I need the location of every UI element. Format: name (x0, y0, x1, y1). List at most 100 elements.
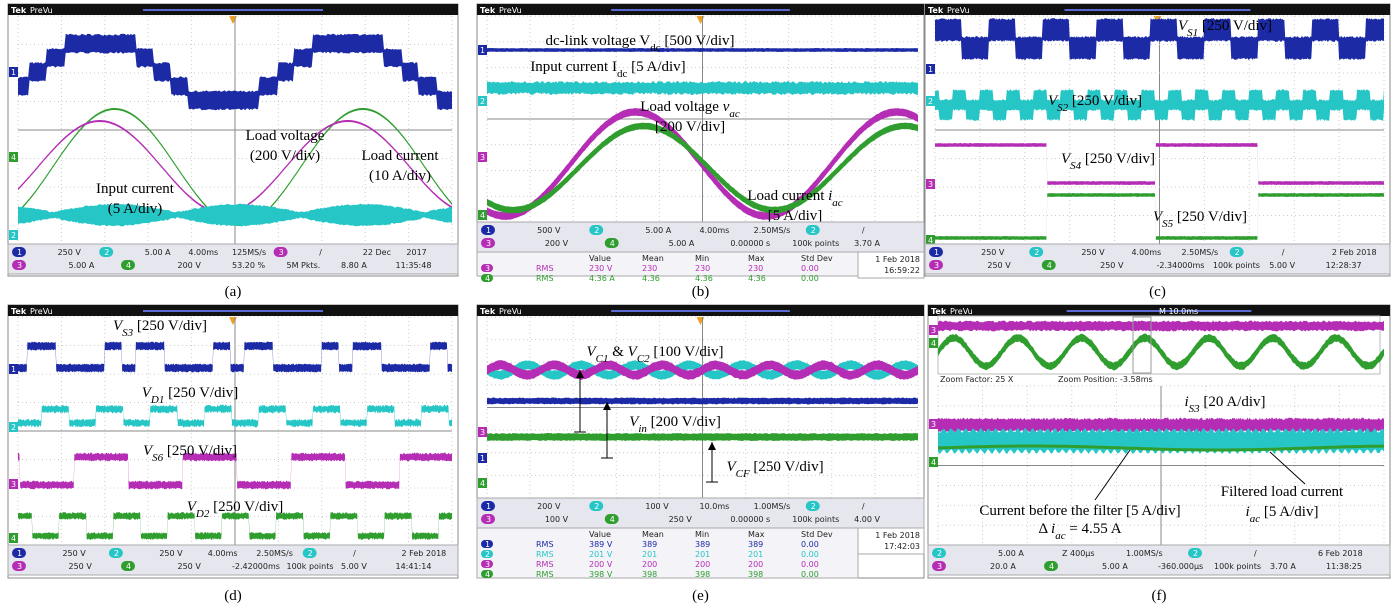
table-header: Value (589, 254, 611, 263)
channel-chip-label: 4 (126, 562, 131, 571)
channel-chip-label: 3 (486, 239, 491, 248)
channel-chip-label: 2 (811, 226, 816, 235)
caption: (b) (692, 284, 710, 300)
channel-marker-label: 3 (928, 180, 933, 189)
mode: PreVu (30, 307, 53, 316)
brand: Tek (480, 6, 496, 15)
annotation: Filtered load current (1221, 484, 1344, 500)
status-item: 100 V (545, 515, 569, 524)
table-cell: 201 (642, 550, 657, 559)
annotation: Load voltage (246, 128, 325, 144)
annotation-part: D1 (150, 394, 164, 406)
channel-marker-label: 2 (928, 97, 933, 106)
brand: Tek (928, 6, 944, 15)
table-cell: 230 (642, 264, 657, 273)
status-item: 250 V (69, 562, 93, 571)
status-item: 250 V (178, 562, 202, 571)
annotation-part: C2 (637, 353, 650, 365)
channel-chip-label: 3 (485, 560, 490, 569)
brand: Tek (11, 307, 27, 316)
channel-chip-label: 4 (485, 274, 490, 283)
channel-chip-label: 2 (811, 502, 816, 511)
annotation-part: dc (650, 42, 661, 54)
date-text: 1 Feb 2018 (875, 531, 920, 540)
zoom-position: Zoom Position: -3.58ms (1058, 375, 1153, 384)
table-cell: RMS (536, 264, 554, 273)
channel-chip-label: 4 (126, 261, 131, 270)
table-cell: 0.00 (801, 540, 819, 549)
channel-chip-label: 2 (594, 502, 599, 511)
annotation-part: [5 A/div] (1260, 504, 1318, 520)
status-item: 53.20 % (232, 261, 265, 270)
channel-chip-label: 1 (17, 549, 22, 558)
annotation-part: Input current I (530, 59, 617, 75)
table-cell: 4.36 A (589, 274, 615, 283)
annotation-part: (5 A/div) (108, 201, 163, 217)
table-header: Max (748, 530, 765, 539)
annotation-part: D2 (195, 508, 210, 520)
table-header: Min (695, 254, 709, 263)
status-item: -2.34000ms (1157, 261, 1205, 270)
status-item: 5M Pkts. (287, 261, 321, 270)
date-text: 1 Feb 2018 (875, 255, 920, 264)
table-cell: RMS (536, 550, 554, 559)
annotation-part: [250 V/div] (1068, 93, 1142, 109)
date-text: 16:59:22 (884, 266, 920, 275)
annotation-part: Load voltage (640, 99, 722, 115)
table-cell: RMS (536, 570, 554, 579)
annotation-part: (10 A/div) (369, 168, 431, 184)
annotation: Input current (96, 181, 175, 197)
brand: Tek (11, 6, 27, 15)
table-cell: 0.00 (801, 264, 819, 273)
table-cell: 4.36 (748, 274, 766, 283)
annotation-part: C1 (596, 353, 609, 365)
table-cell: 389 (748, 540, 763, 549)
table-cell: 398 V (589, 570, 613, 579)
caption: (d) (224, 588, 242, 604)
annotation-part: S2 (1057, 102, 1069, 114)
status-item: 100k points (287, 562, 334, 571)
status-item: 100k points (792, 239, 839, 248)
channel-marker-label: 3 (931, 420, 936, 429)
channel-chip-label: 4 (1049, 562, 1054, 571)
annotation-part: S6 (152, 452, 164, 464)
status-item: 10.0ms (700, 502, 730, 511)
waveform (487, 81, 918, 95)
channel-chip-label: 1 (485, 540, 490, 549)
annotation-part: [200 V/div] (655, 119, 725, 135)
annotation-part: [250 V/div] (1198, 18, 1272, 34)
channel-chip-label: 1 (17, 248, 22, 257)
channel-marker-label: 1 (11, 365, 16, 374)
channel-chip-label: 2 (1034, 248, 1039, 257)
channel-chip-label: 2 (1193, 549, 1198, 558)
scope-capture: TekPreVu142Load voltage(200 V/div)Load c… (8, 4, 458, 276)
status-item: 200 V (537, 502, 561, 511)
status-item: 1.00MS/s (1126, 549, 1163, 558)
channel-marker-label: 4 (480, 479, 485, 488)
annotation-part: Current before the filter [5 A/div] (979, 503, 1180, 519)
table-header: Max (748, 254, 765, 263)
annotation: Load current (361, 148, 439, 164)
status-item: 5.00 A (1102, 562, 1128, 571)
channel-chip-label: 4 (610, 515, 615, 524)
channel-chip-label: 2 (937, 549, 942, 558)
status-item: 250 V (159, 549, 183, 558)
table-cell: 4.36 (695, 274, 713, 283)
table-cell: 201 (748, 550, 763, 559)
channel-marker-label: 4 (480, 211, 485, 220)
caption: (a) (225, 284, 242, 300)
channel-marker-label: 4 (11, 153, 16, 162)
annotation-part: ac (832, 197, 843, 209)
date-text: 17:42:03 (884, 542, 920, 551)
channel-marker-label: 3 (480, 428, 485, 437)
annotation-part: [500 V/div] (661, 33, 735, 49)
status-item: 2.50MS/s (754, 226, 791, 235)
annotation-part: [250 V/div] (164, 385, 238, 401)
status-item: 4.00ms (1131, 248, 1161, 257)
status-item: / (1254, 549, 1257, 558)
status-item: 2.50MS/s (1182, 248, 1219, 257)
annotation-part: Δ (1038, 521, 1051, 537)
channel-chip-label: 4 (610, 239, 615, 248)
